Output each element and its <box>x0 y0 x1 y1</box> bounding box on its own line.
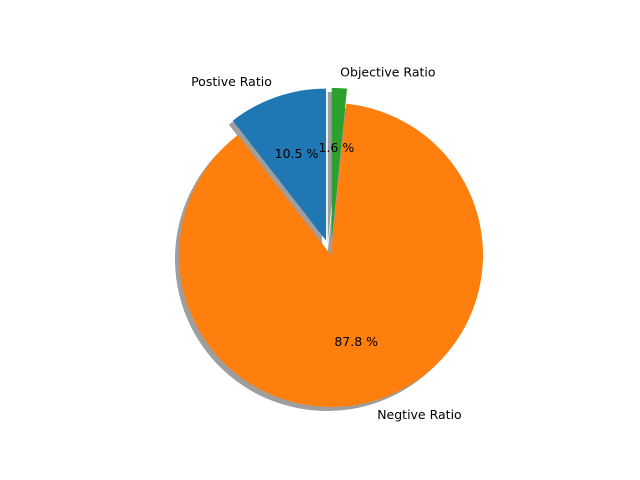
slice-postive-ratio <box>232 88 327 241</box>
pie-slices <box>179 87 483 407</box>
pct-postive-ratio: 10.5 % <box>275 146 319 161</box>
label-objective-ratio: Objective Ratio <box>340 64 435 79</box>
slice-objective-ratio <box>331 87 348 240</box>
pct-objective-ratio: 1.6 % <box>318 140 354 155</box>
slice-negtive-ratio <box>179 103 483 407</box>
pie-labels: Postive Ratio 10.5 % Negtive Ratio 87.8 % Ob… <box>191 64 462 422</box>
label-negtive-ratio: Negtive Ratio <box>377 407 462 422</box>
label-postive-ratio: Postive Ratio <box>191 74 272 89</box>
pct-negtive-ratio: 87.8 % <box>334 334 378 349</box>
